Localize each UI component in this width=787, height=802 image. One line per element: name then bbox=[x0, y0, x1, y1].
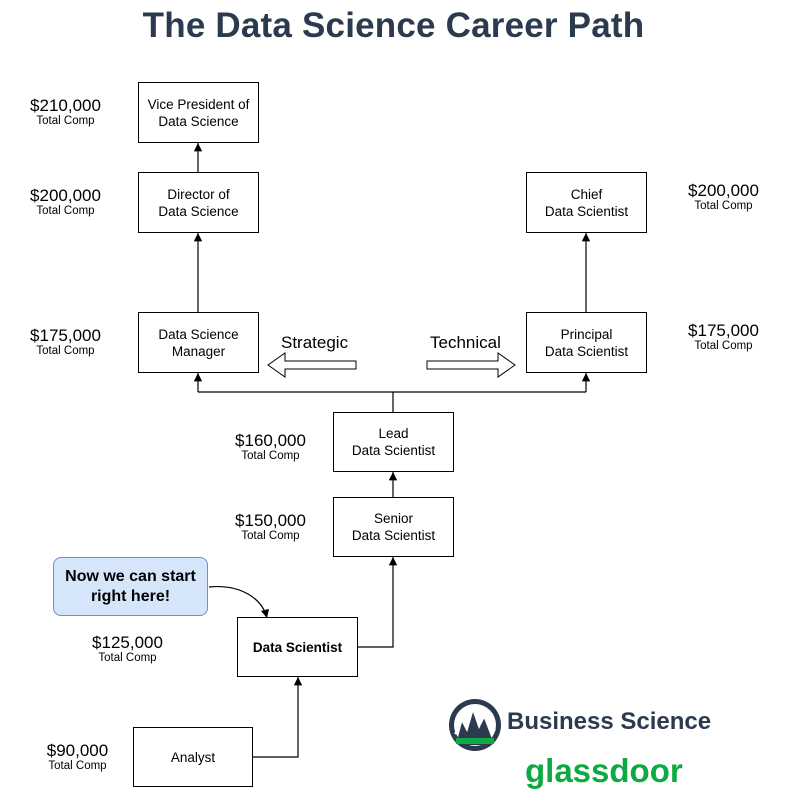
salary-senior-label: Total Comp bbox=[241, 530, 300, 542]
salary-vp: $210,000 Total Comp bbox=[18, 97, 113, 128]
salary-lead: $160,000 Total Comp bbox=[223, 432, 318, 463]
role-box-manager: Data Science Manager bbox=[138, 312, 259, 373]
role-chief-line1: Chief bbox=[570, 186, 603, 202]
arrow-callout-to-ds bbox=[208, 586, 270, 619]
role-box-vp: Vice President of Data Science bbox=[138, 82, 259, 143]
strategic-block-arrow bbox=[267, 352, 357, 378]
callout-line2: right here! bbox=[90, 587, 171, 605]
role-lead-line1: Lead bbox=[378, 426, 409, 441]
role-vp-line1: Vice President of bbox=[147, 96, 250, 112]
glassdoor-brand: glassdoor bbox=[525, 752, 683, 789]
salary-manager: $175,000 Total Comp bbox=[18, 327, 113, 358]
salary-chief-amount: $200,000 bbox=[688, 181, 759, 200]
start-here-callout: Now we can start right here! bbox=[53, 557, 208, 616]
arrow-analyst-to-ds bbox=[253, 677, 303, 758]
salary-principal: $175,000 Total Comp bbox=[676, 322, 771, 353]
salary-analyst-amount: $90,000 bbox=[46, 741, 109, 760]
role-box-lead: Lead Data Scientist bbox=[333, 412, 454, 472]
salary-director-amount: $200,000 bbox=[30, 186, 101, 205]
salary-director: $200,000 Total Comp bbox=[18, 187, 113, 218]
role-box-chief: Chief Data Scientist bbox=[526, 172, 647, 233]
role-analyst-line1: Analyst bbox=[170, 749, 216, 765]
role-vp-line2: Data Science bbox=[158, 113, 239, 129]
technical-block-arrow bbox=[426, 352, 516, 378]
salary-senior: $150,000 Total Comp bbox=[223, 512, 318, 543]
role-box-data-scientist: Data Scientist bbox=[237, 617, 358, 677]
role-data-scientist-line1: Data Scientist bbox=[252, 639, 343, 655]
role-box-analyst: Analyst bbox=[133, 727, 253, 787]
arrow-ds-to-senior bbox=[358, 557, 398, 648]
salary-chief: $200,000 Total Comp bbox=[676, 182, 771, 213]
salary-vp-amount: $210,000 bbox=[30, 96, 101, 115]
role-senior-line2: Data Scientist bbox=[351, 528, 436, 543]
role-principal-line1: Principal bbox=[560, 326, 613, 342]
role-chief-line2: Data Scientist bbox=[544, 203, 629, 219]
role-director-line2: Data Science bbox=[158, 203, 239, 219]
page-title: The Data Science Career Path bbox=[142, 6, 645, 45]
role-box-director: Director of Data Science bbox=[138, 172, 259, 233]
role-director-line1: Director of bbox=[167, 186, 230, 202]
technical-label: Technical bbox=[430, 333, 501, 352]
role-box-principal: Principal Data Scientist bbox=[526, 312, 647, 373]
salary-lead-amount: $160,000 bbox=[235, 431, 306, 450]
salary-principal-amount: $175,000 bbox=[688, 321, 759, 340]
salary-manager-label: Total Comp bbox=[36, 345, 95, 357]
role-manager-line1: Data Science bbox=[158, 326, 239, 342]
salary-manager-amount: $175,000 bbox=[30, 326, 101, 345]
salary-data-scientist-amount: $125,000 bbox=[92, 633, 163, 652]
salary-lead-label: Total Comp bbox=[241, 450, 300, 462]
role-manager-line2: Manager bbox=[171, 343, 226, 359]
salary-chief-label: Total Comp bbox=[694, 200, 753, 212]
salary-analyst-label: Total Comp bbox=[48, 760, 107, 772]
role-lead-line2: Data Scientist bbox=[351, 443, 436, 458]
salary-senior-amount: $150,000 bbox=[235, 511, 306, 530]
role-senior-line1: Senior bbox=[373, 511, 414, 526]
role-principal-line2: Data Scientist bbox=[544, 343, 629, 359]
business-science-brand: Business Science bbox=[507, 708, 712, 735]
salary-analyst: $90,000 Total Comp bbox=[30, 742, 125, 773]
salary-director-label: Total Comp bbox=[36, 205, 95, 217]
salary-data-scientist: $125,000 Total Comp bbox=[80, 634, 175, 665]
business-science-logo-icon bbox=[449, 699, 501, 751]
role-box-senior: Senior Data Scientist bbox=[333, 497, 454, 557]
strategic-label: Strategic bbox=[281, 333, 349, 352]
salary-vp-label: Total Comp bbox=[36, 115, 95, 127]
salary-principal-label: Total Comp bbox=[694, 340, 753, 352]
salary-data-scientist-label: Total Comp bbox=[98, 652, 157, 664]
callout-line1: Now we can start bbox=[65, 567, 196, 585]
